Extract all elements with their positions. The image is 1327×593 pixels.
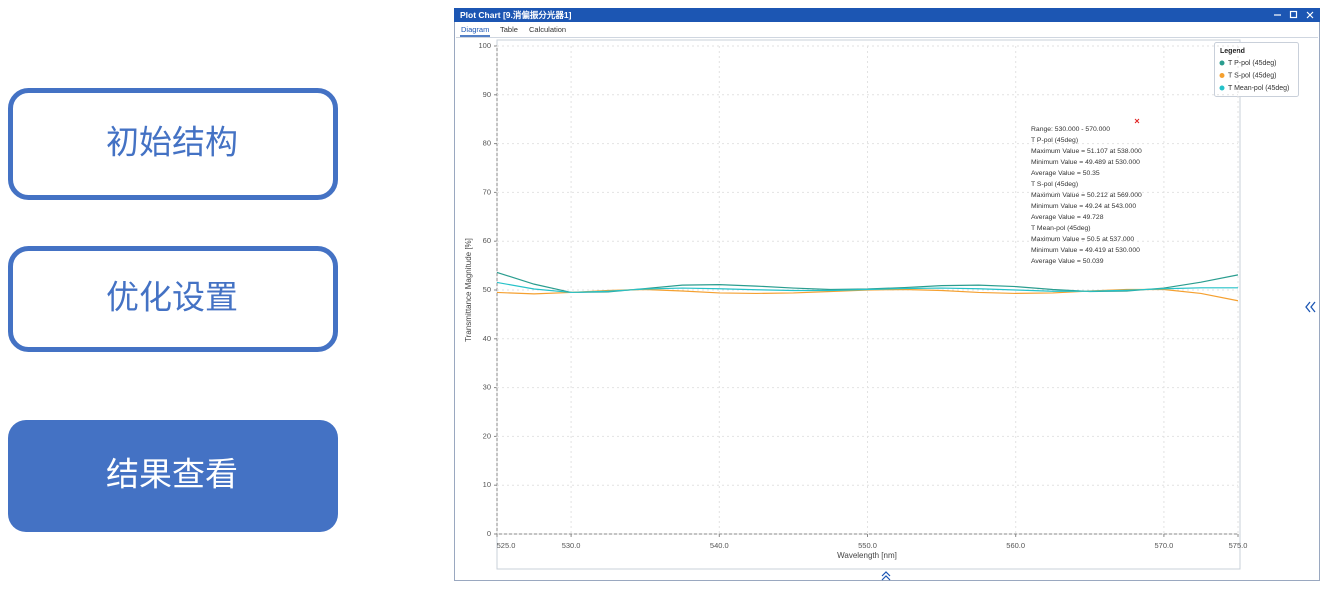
x-axis-label: Wavelength [nm] <box>837 551 897 560</box>
annotation: Average Value = 50.35 <box>1031 170 1100 177</box>
annotation: Maximum Value = 50.5 at 537.000 <box>1031 236 1134 243</box>
y-tick-label: 10 <box>483 480 491 489</box>
annotation: Average Value = 49.728 <box>1031 214 1104 221</box>
x-tick-label: 550.0 <box>858 541 877 550</box>
nav-label[interactable]: 优化设置 <box>106 279 238 316</box>
y-tick-label: 50 <box>483 285 491 294</box>
nav-button[interactable] <box>8 88 338 200</box>
annotation: Minimum Value = 49.419 at 530.000 <box>1031 247 1140 254</box>
legend-swatch <box>1219 73 1225 78</box>
legend-label: T S-pol (45deg) <box>1228 72 1277 79</box>
window-title: Plot Chart [9.消偏振分光器1] <box>460 10 572 20</box>
annotation: T S-pol (45deg) <box>1031 181 1078 188</box>
marker-cross <box>1134 118 1140 124</box>
legend-box <box>1214 42 1299 97</box>
nav-button-active[interactable] <box>8 420 338 532</box>
close-button[interactable] <box>1306 11 1314 19</box>
y-tick-label: 100 <box>478 41 491 50</box>
x-tick-label: 530.0 <box>562 541 581 550</box>
plot: 0 10 20 30 40 50 60 70 80 90 100 525.0 530.0 540.0 550… <box>478 41 1289 550</box>
title-bar <box>454 8 1320 22</box>
x-tick-label: 575.0 <box>1229 541 1248 550</box>
tab[interactable]: Table <box>500 25 518 34</box>
annotation: Minimum Value = 49.489 at 530.000 <box>1031 159 1140 166</box>
annotation: T P-pol (45deg) <box>1031 137 1078 144</box>
y-tick-label: 80 <box>483 139 491 148</box>
annotation: Maximum Value = 50.212 at 569.000 <box>1031 192 1142 199</box>
maximize-button[interactable] <box>1289 10 1298 19</box>
legend-label: T Mean-pol (45deg) <box>1228 85 1289 92</box>
y-tick-label: 30 <box>483 383 491 392</box>
x-tick-label: 560.0 <box>1006 541 1025 550</box>
y-tick-label: 70 <box>483 187 491 196</box>
y-tick-label: 40 <box>483 334 491 343</box>
annotation: Minimum Value = 49.24 at 543.000 <box>1031 203 1136 210</box>
y-axis-label: Transmittance Magnitude [%] <box>464 238 473 342</box>
legend-swatch <box>1219 85 1225 91</box>
legend-swatch <box>1219 60 1225 66</box>
y-tick-label: 60 <box>483 236 491 245</box>
x-tick-label: 540.0 <box>710 541 729 550</box>
nav-label[interactable]: 结果查看 <box>106 456 238 493</box>
y-tick-label: 20 <box>483 431 491 440</box>
nav-label[interactable]: 初始结构 <box>106 124 238 161</box>
tab-active[interactable]: Diagram <box>461 25 489 34</box>
nav-button[interactable] <box>8 246 338 352</box>
legend-title: Legend <box>1220 48 1245 55</box>
y-tick-label: 90 <box>483 90 491 99</box>
annotation: Maximum Value = 51.107 at 538.000 <box>1031 148 1142 155</box>
expand-icon[interactable] <box>1305 301 1316 313</box>
legend-label: T P-pol (45deg) <box>1228 60 1277 67</box>
x-tick-label: 525.0 <box>497 541 516 550</box>
collapse-icon[interactable] <box>881 571 891 581</box>
x-tick-label: 570.0 <box>1155 541 1174 550</box>
annotation: Range: 530.000 - 570.000 <box>1031 126 1110 133</box>
tab[interactable]: Calculation <box>529 25 566 34</box>
y-tick-label: 0 <box>487 529 491 538</box>
annotation: T Mean-pol (45deg) <box>1031 225 1091 232</box>
series-line <box>496 281 1238 294</box>
annotation: Average Value = 50.039 <box>1031 258 1104 265</box>
